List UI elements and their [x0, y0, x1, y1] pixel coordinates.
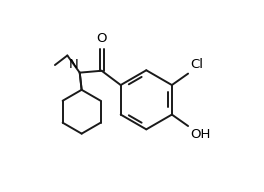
Text: N: N — [68, 58, 78, 71]
Text: Cl: Cl — [190, 58, 203, 71]
Text: OH: OH — [190, 128, 210, 141]
Text: O: O — [96, 32, 107, 45]
